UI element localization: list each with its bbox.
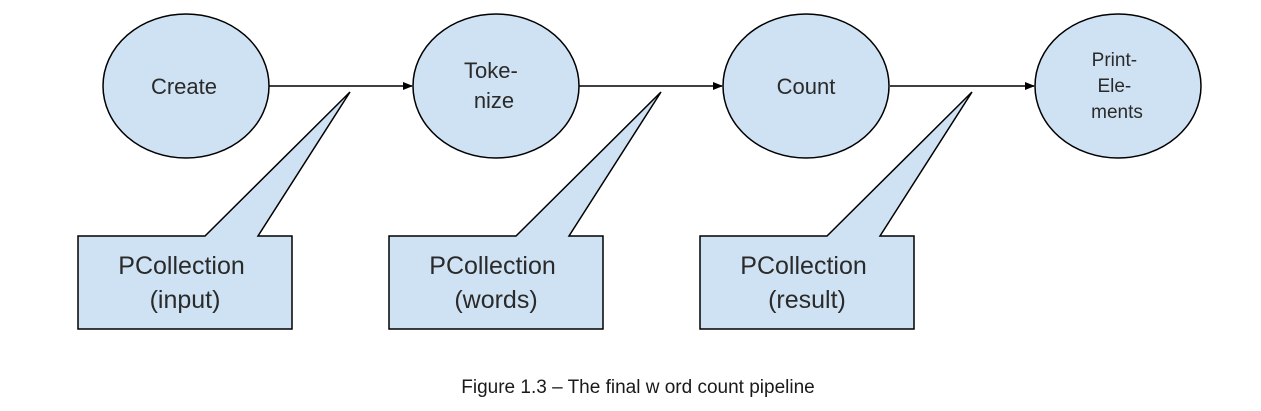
figure-caption: Figure 1.3 – The final w ord count pipel… [461, 377, 814, 398]
callout-pcollection-result: PCollection (result) [699, 91, 973, 330]
callout-words-label: PCollection (words) [429, 252, 562, 314]
callout-pcollection-words: PCollection (words) [388, 91, 662, 330]
node-tokenize: Toke- nize [412, 13, 580, 159]
callout-input-label: PCollection (input) [118, 252, 251, 314]
node-print-elements: Print- Ele- ments [1034, 13, 1202, 159]
callout-pcollection-input: PCollection (input) [77, 91, 351, 330]
callout-result-label: PCollection (result) [740, 252, 873, 314]
node-create: Create [102, 13, 270, 159]
node-tokenize-label: Toke- nize [464, 58, 524, 113]
node-count-label: Count [777, 74, 836, 99]
node-count: Count [722, 13, 890, 159]
node-print-elements-label: Print- Ele- ments [1091, 50, 1143, 123]
node-create-label: Create [151, 74, 217, 99]
